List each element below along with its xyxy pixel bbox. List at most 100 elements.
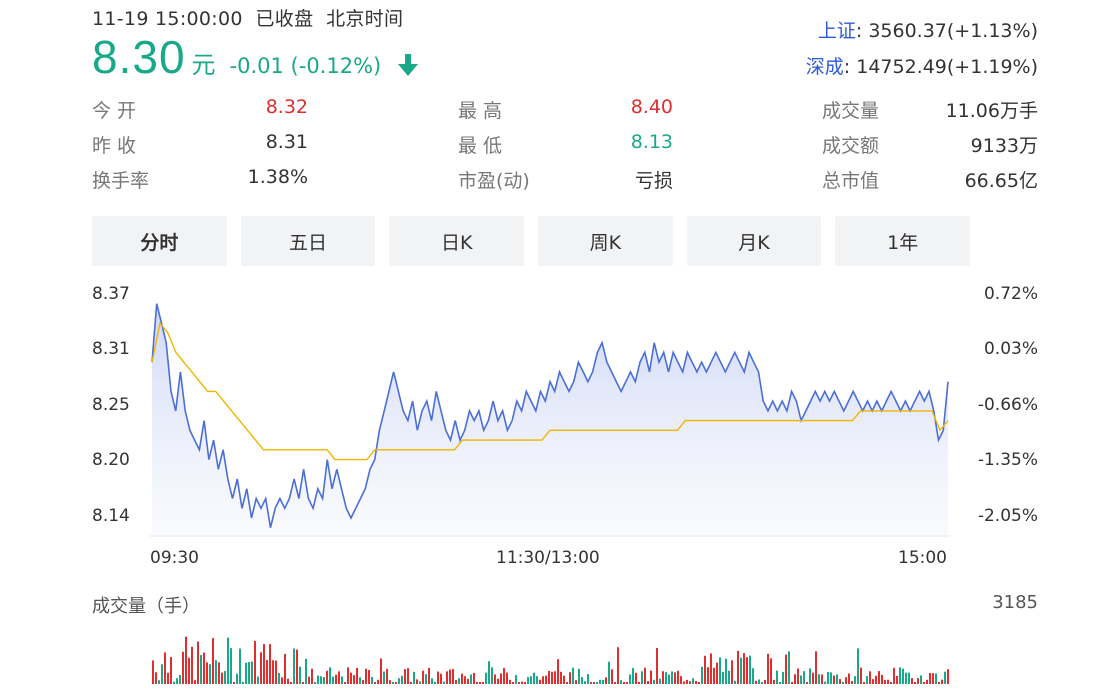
volume-bar xyxy=(848,673,850,684)
volume-bar xyxy=(476,682,478,684)
x-tick: 09:30 xyxy=(150,548,199,568)
volume-bar xyxy=(203,652,205,684)
volume-value: 11.06万手 xyxy=(945,100,1038,122)
volume-bar xyxy=(449,669,451,684)
tab-intraday[interactable]: 分时 xyxy=(92,216,227,266)
volume-bar xyxy=(809,668,811,684)
volume-bar xyxy=(722,672,724,684)
volume-bar xyxy=(602,679,604,684)
volume-bar xyxy=(737,650,739,684)
index-name[interactable]: 深成 xyxy=(805,56,844,78)
volume-bar xyxy=(710,653,712,684)
tab-daily-k[interactable]: 日K xyxy=(389,216,525,266)
open-value: 8.32 xyxy=(265,96,308,118)
volume-bar xyxy=(245,662,247,684)
tab-weekly-k[interactable]: 周K xyxy=(538,216,673,266)
volume-bar xyxy=(443,681,445,684)
volume-bar xyxy=(626,682,628,684)
volume-bar xyxy=(515,675,517,684)
volume-bar xyxy=(311,668,313,684)
market-cap-value: 66.65亿 xyxy=(964,170,1038,192)
volume-bar xyxy=(899,667,901,684)
index-shenzhen[interactable]: 深成: 14752.49(+1.19%) xyxy=(806,52,1038,79)
volume-bar xyxy=(215,660,217,684)
volume-bar xyxy=(365,668,367,684)
tab-one-year[interactable]: 1年 xyxy=(835,216,971,266)
volume-bar xyxy=(641,671,643,684)
volume-bar xyxy=(362,680,364,684)
volume-bar xyxy=(851,681,853,684)
volume-bar xyxy=(170,657,172,684)
volume-bar xyxy=(686,679,688,684)
volume-bar xyxy=(497,678,499,684)
volume-bar xyxy=(869,671,871,684)
volume-bar xyxy=(503,668,505,684)
volume-bar xyxy=(209,664,211,684)
volume-bar xyxy=(281,677,283,684)
volume-bar xyxy=(542,676,544,684)
volume-bar xyxy=(881,674,883,684)
volume-bar xyxy=(674,672,676,684)
volume-bar xyxy=(803,671,805,684)
volume-bar xyxy=(431,678,433,684)
y-tick-left: 8.37 xyxy=(92,284,130,304)
index-shanghai[interactable]: 上证: 3560.37(+1.13%) xyxy=(818,16,1038,43)
y-tick-left: 8.20 xyxy=(92,450,130,470)
volume-label: 成交量 xyxy=(822,100,880,122)
volume-bar xyxy=(584,681,586,684)
tab-five-day[interactable]: 五日 xyxy=(240,216,376,266)
volume-bar xyxy=(404,669,406,684)
low-value: 8.13 xyxy=(630,131,673,153)
volume-bar xyxy=(860,667,862,684)
volume-chart[interactable] xyxy=(0,626,1108,684)
volume-chart-label: 成交量（手） xyxy=(92,596,200,617)
volume-bar xyxy=(191,646,193,684)
volume-bar xyxy=(908,672,910,684)
index-name[interactable]: 上证 xyxy=(817,20,856,42)
volume-bar xyxy=(578,668,580,684)
volume-bar xyxy=(800,675,802,684)
volume-bar xyxy=(347,667,349,684)
chart-plot-area[interactable] xyxy=(0,280,1108,580)
volume-bar xyxy=(416,679,418,684)
volume-bar xyxy=(341,676,343,684)
volume-bar xyxy=(422,670,424,684)
volume-bar xyxy=(179,674,181,684)
volume-bar xyxy=(941,679,943,684)
volume-bar xyxy=(194,680,196,684)
volume-bar xyxy=(305,658,307,684)
chart-period-tabs: 分时 五日 日K 周K 月K 1年 xyxy=(92,216,971,266)
volume-bar xyxy=(701,666,703,684)
volume-bar xyxy=(587,674,589,684)
volume-bar xyxy=(695,681,697,684)
pe-label: 市盈(动) xyxy=(458,170,530,192)
volume-bar xyxy=(464,676,466,684)
volume-bar xyxy=(386,668,388,684)
volume-bar xyxy=(728,670,730,684)
volume-bar xyxy=(557,659,559,684)
volume-bar xyxy=(419,681,421,684)
volume-bar xyxy=(887,679,889,684)
volume-bar xyxy=(389,680,391,684)
volume-bar xyxy=(743,653,745,684)
volume-bar xyxy=(455,679,457,684)
volume-bar xyxy=(227,637,229,684)
volume-bar xyxy=(590,682,592,684)
volume-bar xyxy=(731,660,733,684)
volume-bar xyxy=(857,648,859,684)
volume-bar xyxy=(470,674,472,684)
tab-monthly-k[interactable]: 月K xyxy=(686,216,822,266)
volume-bar xyxy=(797,668,799,684)
volume-bar xyxy=(176,678,178,684)
volume-bar xyxy=(359,677,361,684)
volume-bar xyxy=(782,672,784,684)
volume-bar xyxy=(818,674,820,684)
index-value: : 14752.49(+1.19%) xyxy=(843,56,1038,78)
price-line xyxy=(151,303,949,528)
volume-bar xyxy=(836,674,838,684)
timezone-label: 北京时间 xyxy=(326,8,404,30)
volume-bar xyxy=(791,682,793,684)
volume-bar xyxy=(518,682,520,684)
volume-bar xyxy=(266,660,268,684)
intraday-chart[interactable]: 8.37 8.31 8.25 8.20 8.14 0.72% 0.03% -0.… xyxy=(0,280,1108,580)
